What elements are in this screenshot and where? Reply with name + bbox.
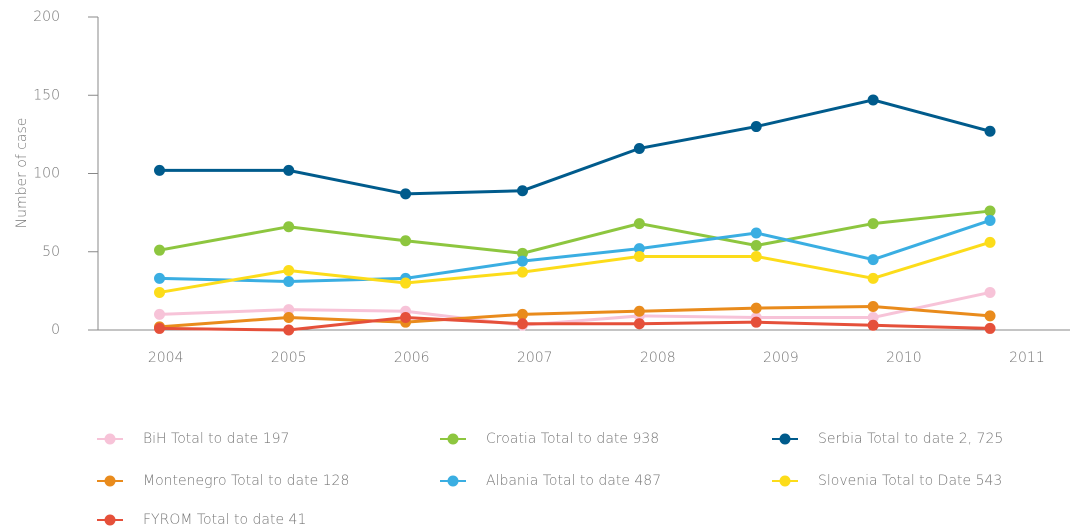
y-tick-label: 150 [33, 87, 60, 103]
series-line [159, 315, 991, 332]
legend-label: Croatia Total to date 938 [486, 431, 659, 447]
point [750, 227, 762, 239]
series-line [159, 305, 991, 329]
series-line [159, 98, 991, 196]
point [750, 121, 762, 133]
point [400, 311, 412, 323]
point [984, 286, 996, 298]
point [154, 322, 166, 334]
point [400, 235, 412, 247]
y-tick-label: 100 [33, 166, 60, 182]
point [633, 250, 645, 262]
point [516, 247, 528, 259]
legend-marker [447, 475, 459, 487]
series-line [159, 219, 991, 283]
point [154, 286, 166, 298]
point [400, 188, 412, 200]
x-tick-label: 2006 [394, 350, 430, 366]
point [283, 275, 295, 287]
legend-marker [779, 433, 791, 445]
point [516, 308, 528, 320]
point [400, 277, 412, 289]
point [154, 272, 166, 284]
point [154, 164, 166, 176]
legend-label: Albania Total to date 487 [486, 473, 661, 489]
legend-marker [447, 433, 459, 445]
point [984, 214, 996, 226]
x-tick-label: 2011 [1009, 350, 1045, 366]
x-tick-label: 2004 [148, 350, 184, 366]
point [633, 218, 645, 230]
point [283, 311, 295, 323]
y-tick-label: 50 [42, 244, 60, 260]
legend-label: BiH Total to date 197 [143, 431, 289, 447]
y-tick-label: 200 [33, 9, 60, 25]
x-tick-label: 2008 [640, 350, 676, 366]
point [283, 324, 295, 336]
point [283, 265, 295, 277]
legend-label: Montenegro Total to date 128 [143, 473, 349, 489]
point [867, 272, 879, 284]
point [283, 221, 295, 233]
legend-marker [779, 475, 791, 487]
series-line [159, 290, 991, 327]
x-tick-label: 2010 [886, 350, 922, 366]
point [750, 250, 762, 262]
point [516, 266, 528, 278]
point [154, 308, 166, 320]
point [750, 239, 762, 251]
point [750, 302, 762, 314]
legend-label: FYROM Total to date 41 [143, 512, 306, 528]
point [283, 164, 295, 176]
legend-marker [104, 433, 116, 445]
x-tick-label: 2009 [763, 350, 799, 366]
point [984, 310, 996, 322]
series-line [159, 240, 991, 294]
point [867, 319, 879, 331]
point [516, 255, 528, 267]
legend-marker [104, 475, 116, 487]
legend-marker [104, 514, 116, 526]
point [633, 243, 645, 255]
point [283, 304, 295, 316]
point [867, 218, 879, 230]
point [984, 322, 996, 334]
point [633, 318, 645, 330]
point [867, 254, 879, 266]
point [516, 318, 528, 330]
series-line [159, 209, 991, 255]
point [984, 205, 996, 217]
point [867, 94, 879, 106]
legend-label: Serbia Total to date 2, 725 [818, 431, 1003, 447]
point [867, 311, 879, 323]
point [984, 236, 996, 248]
point [633, 305, 645, 317]
x-tick-label: 2005 [271, 350, 307, 366]
x-tick-label: 2007 [517, 350, 553, 366]
point [516, 185, 528, 197]
legend-label: Slovenia Total to Date 543 [818, 473, 1002, 489]
y-axis-label: Number of case [14, 118, 30, 229]
point [633, 142, 645, 154]
point [750, 316, 762, 328]
y-tick-label: 0 [51, 322, 60, 338]
point [984, 125, 996, 137]
point [154, 244, 166, 256]
point [867, 301, 879, 313]
